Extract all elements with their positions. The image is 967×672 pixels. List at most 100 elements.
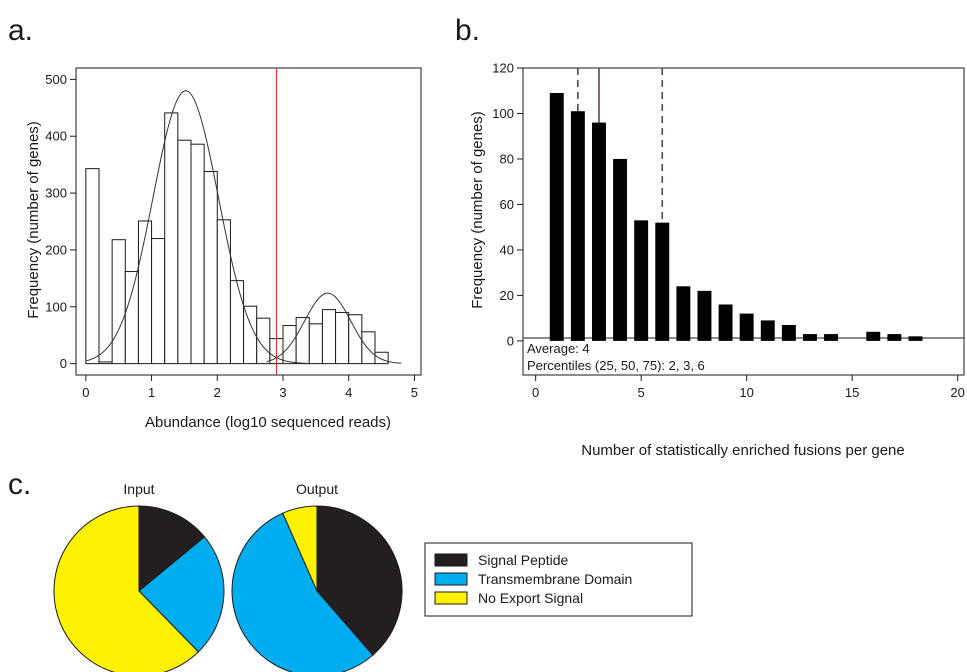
panel-a-bar-17 <box>308 323 323 365</box>
panel-a-y-tick-label: 400 <box>45 129 67 144</box>
legend: Signal Peptide Transmembrane Domain No E… <box>424 542 693 617</box>
panel-b-bar-13 <box>803 334 817 341</box>
legend-label-signal-peptide: Signal Peptide <box>478 552 569 568</box>
pie-output-title: Output <box>296 481 338 497</box>
panel-a-y-axis-label: Frequency (number of genes) <box>25 121 42 319</box>
panel-b-x-tick-label: 15 <box>845 385 859 400</box>
panel-b-y-tick-label: 0 <box>507 333 514 348</box>
panel-b-bar-6 <box>655 222 670 341</box>
panel-a-bar-4 <box>137 220 153 365</box>
panel-a-bar-0 <box>85 168 100 365</box>
legend-swatch-transmembrane-domain <box>434 572 468 586</box>
pie-input-slice-signal-peptide <box>138 505 206 593</box>
pie-input <box>53 505 225 672</box>
legend-box <box>424 542 693 617</box>
panel-b-bar-7 <box>676 286 691 341</box>
panel-b-y-axis-label: Frequency (number of genes) <box>469 111 486 309</box>
panel-b-bar-9 <box>718 304 733 341</box>
panel-b-percentiles-annotation: Percentiles (25, 50, 75): 2, 3, 6 <box>527 358 705 373</box>
panel-a-bar-9 <box>203 170 218 365</box>
panel-b-bar-14 <box>824 334 839 341</box>
panel-a-bar-1 <box>98 361 113 365</box>
panel-a-y-tick-label: 500 <box>45 72 67 87</box>
panel-a-label: a. <box>8 14 33 47</box>
panel-b-bar-12 <box>781 324 796 341</box>
panel-a-x-tick-label: 1 <box>148 385 155 400</box>
legend-swatch-no-export-signal <box>434 591 468 605</box>
panel-a-y-ticks: 0 100 200 300 400 500 <box>45 72 76 371</box>
panel-b-bar-18 <box>908 336 923 341</box>
panel-a-bar-20 <box>348 314 363 365</box>
pie-output <box>231 505 403 672</box>
panel-b-bar-17 <box>887 334 902 341</box>
panel-b-bar-3 <box>591 122 606 341</box>
legend-label-transmembrane-domain: Transmembrane Domain <box>478 571 632 587</box>
pie-input-slice-transmembrane-domain <box>138 536 225 653</box>
panel-b-x-tick-label: 10 <box>739 385 753 400</box>
panel-b-bar-10 <box>739 313 754 341</box>
panel-a-bar-7 <box>177 139 192 365</box>
panel-b: b. 0 5 10 15 20 0 20 40 60 80 100 120 Average: 4 P… <box>455 14 965 459</box>
panel-b-y-tick-label: 40 <box>500 242 514 257</box>
panel-b-bars <box>549 93 923 341</box>
panel-a-bar-8 <box>190 143 205 365</box>
panel-b-bar-11 <box>760 320 775 341</box>
panel-a: a. 0 1 2 3 4 5 0 100 200 300 400 500 Abundance (lo… <box>8 14 422 431</box>
panel-a-x-tick-label: 4 <box>345 385 352 400</box>
panel-a-bar-15 <box>282 325 297 365</box>
panel-b-y-tick-label: 60 <box>500 197 514 212</box>
panel-a-plot-frame <box>75 67 422 376</box>
panel-a-bar-2 <box>111 239 126 365</box>
panel-a-x-tick-label: 2 <box>214 385 221 400</box>
panel-a-bar-19 <box>335 311 350 365</box>
panel-a-bars <box>85 112 389 365</box>
panel-b-y-tick-label: 20 <box>500 288 514 303</box>
panel-a-bar-12 <box>243 305 258 365</box>
panel-b-bar-1 <box>549 93 564 341</box>
pie-output-slice-transmembrane-domain <box>231 512 374 672</box>
panel-b-y-tick-label: 100 <box>492 106 514 121</box>
panel-b-plot-frame <box>522 67 965 376</box>
panel-a-x-axis-label: Abundance (log10 sequenced reads) <box>145 414 391 431</box>
panel-a-bar-6 <box>164 112 179 365</box>
panel-b-x-tick-label: 5 <box>638 385 645 400</box>
panel-b-y-tick-label: 120 <box>492 61 514 76</box>
panel-a-x-ticks: 0 1 2 3 4 5 <box>82 375 418 400</box>
panel-b-bar-5 <box>634 220 649 341</box>
panel-b-x-ticks: 0 5 10 15 20 <box>532 375 965 400</box>
panel-b-bar-16 <box>866 331 881 341</box>
pie-input-title: Input <box>123 481 154 497</box>
panel-a-x-tick-label: 0 <box>82 385 89 400</box>
legend-swatch-signal-peptide <box>434 553 468 567</box>
panel-c: c. Input Output Signal Peptide Transmemb… <box>8 468 693 672</box>
panel-b-bar-4 <box>613 158 628 341</box>
panel-a-y-tick-label: 200 <box>45 242 67 257</box>
panel-a-bar-21 <box>361 331 376 365</box>
panel-b-y-ticks: 0 20 40 60 80 100 120 <box>492 61 523 348</box>
panel-b-x-tick-label: 20 <box>950 385 964 400</box>
panel-c-label: c. <box>8 468 31 501</box>
panel-b-x-tick-label: 0 <box>532 385 539 400</box>
pie-output-slice-no-export-signal <box>282 505 318 592</box>
panel-b-y-tick-label: 80 <box>500 151 514 166</box>
panel-b-bar-2 <box>570 111 585 341</box>
panel-a-y-tick-label: 0 <box>60 356 67 371</box>
panel-a-fit-curve-0 <box>85 90 310 364</box>
legend-label-no-export-signal: No Export Signal <box>478 590 583 606</box>
panel-a-bar-22 <box>374 351 389 365</box>
panel-a-bar-10 <box>216 219 231 365</box>
panel-b-bar-8 <box>697 290 712 341</box>
panel-a-fit-curves <box>85 90 402 364</box>
panel-a-x-tick-label: 5 <box>411 385 418 400</box>
panel-b-average-annotation: Average: 4 <box>527 341 590 356</box>
pie-input-slice-no-export-signal <box>53 505 200 672</box>
panel-a-fit-curve-1 <box>266 292 402 364</box>
panel-a-bar-11 <box>229 280 245 365</box>
panel-a-y-tick-label: 300 <box>45 186 67 201</box>
panel-a-bar-18 <box>321 309 337 365</box>
panel-a-bar-5 <box>151 238 166 365</box>
panel-b-label: b. <box>455 14 480 47</box>
panel-b-x-axis-label: Number of statistically enriched fusions… <box>581 442 905 459</box>
panel-a-bar-3 <box>124 271 139 365</box>
